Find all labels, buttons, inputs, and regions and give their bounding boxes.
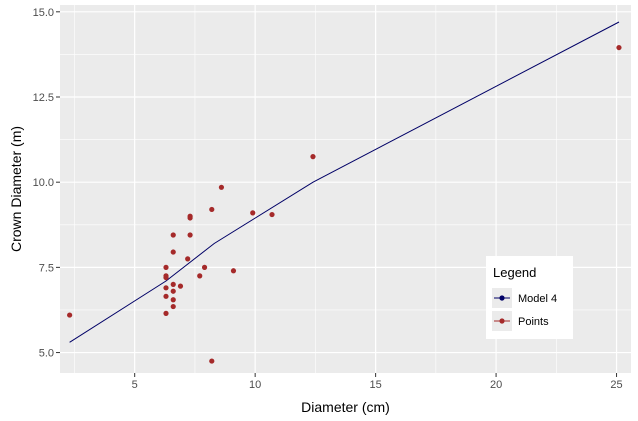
legend-key-point — [499, 318, 505, 324]
data-point — [170, 249, 176, 255]
data-point — [250, 210, 256, 216]
model-line-series — [69, 21, 620, 343]
y-tick-label: 15.0 — [33, 7, 54, 19]
legend-label: Model 4 — [518, 293, 557, 305]
data-point — [177, 283, 184, 289]
legend: Legend Model 4 Points — [486, 256, 573, 339]
x-tick-label: 10 — [249, 379, 261, 391]
x-tick-label: 20 — [490, 379, 502, 391]
y-tick-label: 7.5 — [39, 262, 54, 274]
data-point — [170, 281, 176, 288]
data-point — [170, 303, 176, 310]
data-point — [209, 358, 215, 364]
data-point — [163, 293, 169, 299]
data-point — [163, 264, 169, 270]
data-point — [269, 211, 275, 218]
data-point — [218, 184, 225, 190]
x-axis-title: Diameter (cm) — [301, 399, 390, 415]
data-point — [187, 232, 193, 238]
legend-key — [492, 288, 512, 308]
y-tick-label: 5.0 — [39, 348, 54, 360]
x-tick-label: 5 — [132, 379, 138, 391]
y-tick-label: 10.0 — [33, 177, 54, 189]
x-tick-label: 25 — [610, 379, 622, 391]
points-series — [67, 44, 622, 364]
data-point — [197, 273, 203, 279]
data-point — [163, 310, 169, 316]
data-point — [616, 44, 622, 51]
data-point — [67, 312, 73, 318]
legend-title: Legend — [493, 265, 536, 280]
legend-label: Points — [518, 316, 549, 328]
legend-entries: Model 4 Points — [492, 288, 557, 331]
grid-major — [60, 5, 631, 373]
data-point — [163, 273, 169, 279]
data-point — [170, 232, 176, 238]
data-point — [185, 256, 191, 262]
data-point — [230, 268, 237, 274]
data-point — [201, 264, 208, 270]
data-point — [187, 213, 193, 219]
model-line — [69, 21, 620, 343]
data-point — [310, 154, 316, 160]
legend-key — [492, 311, 512, 331]
x-tick-label: 15 — [369, 379, 381, 391]
y-axis-ticks: 5.0 7.5 10.0 12.5 15.0 — [33, 7, 60, 360]
y-axis-title: Crown Diameter (m) — [8, 126, 24, 252]
x-axis-ticks: 5 10 15 20 25 — [132, 373, 623, 391]
data-point — [163, 285, 169, 291]
data-point — [170, 297, 176, 303]
y-tick-label: 12.5 — [33, 92, 54, 104]
data-point — [209, 206, 215, 213]
data-point — [170, 288, 176, 294]
legend-key-point — [499, 295, 505, 301]
